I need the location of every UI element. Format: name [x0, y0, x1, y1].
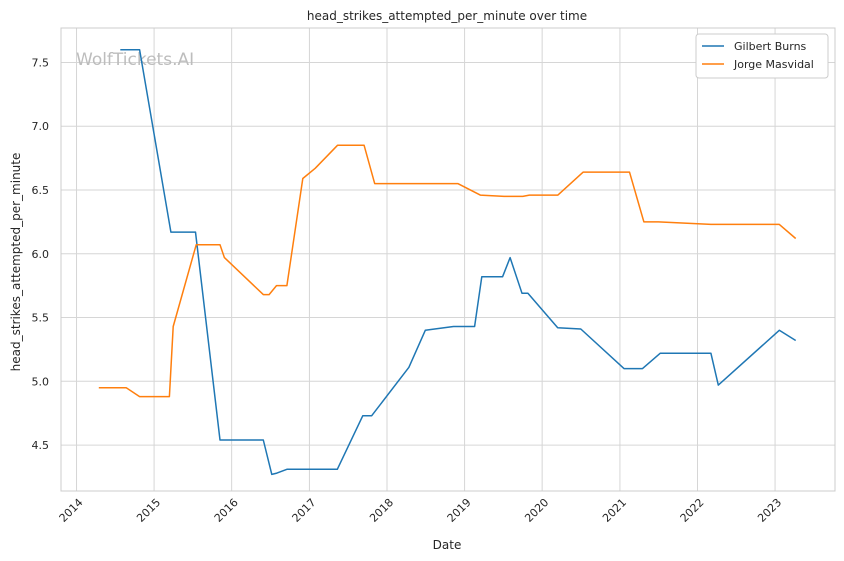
y-tick-label: 4.5	[32, 439, 50, 452]
plot-frame	[60, 27, 836, 492]
y-tick-label: 6.0	[32, 248, 50, 261]
legend-entry: Gilbert Burns	[734, 40, 807, 53]
x-tick-label: 2015	[134, 496, 163, 525]
legend: Gilbert Burns Jorge Masvidal	[695, 33, 829, 79]
x-tick-label: 2020	[522, 496, 551, 525]
x-tick-label: 2021	[600, 496, 629, 525]
watermark: WolfTickets.AI	[76, 50, 194, 70]
y-axis-ticks: 4.5 5.0 5.5 6.0 6.5 7.0 7.5	[32, 56, 50, 452]
series-layer	[98, 48, 797, 476]
grid	[61, 28, 835, 491]
y-tick-label: 7.0	[32, 120, 50, 133]
legend-entry: Jorge Masvidal	[733, 58, 814, 71]
series-line-1	[120, 48, 797, 476]
series-line-2	[98, 144, 797, 398]
x-tick-label: 2017	[290, 496, 319, 525]
x-tick-label: 2022	[678, 496, 707, 525]
x-tick-label: 2016	[212, 496, 241, 525]
y-tick-label: 7.5	[32, 56, 50, 69]
x-tick-label: 2023	[755, 496, 784, 525]
legend-box	[695, 33, 829, 79]
y-tick-label: 6.5	[32, 184, 50, 197]
x-axis-label: Date	[433, 538, 462, 552]
chart-title: head_strikes_attempted_per_minute over t…	[307, 9, 587, 23]
x-axis-ticks: 2014 2015 2016 2017 2018 2019 2020 2021 2022 2023	[57, 496, 785, 525]
y-axis-label: head_strikes_attempted_per_minute	[9, 153, 23, 372]
x-tick-label: 2014	[57, 496, 86, 525]
y-tick-label: 5.0	[32, 375, 50, 388]
y-tick-label: 5.5	[32, 312, 50, 325]
x-tick-label: 2019	[445, 496, 474, 525]
x-tick-label: 2018	[367, 496, 396, 525]
